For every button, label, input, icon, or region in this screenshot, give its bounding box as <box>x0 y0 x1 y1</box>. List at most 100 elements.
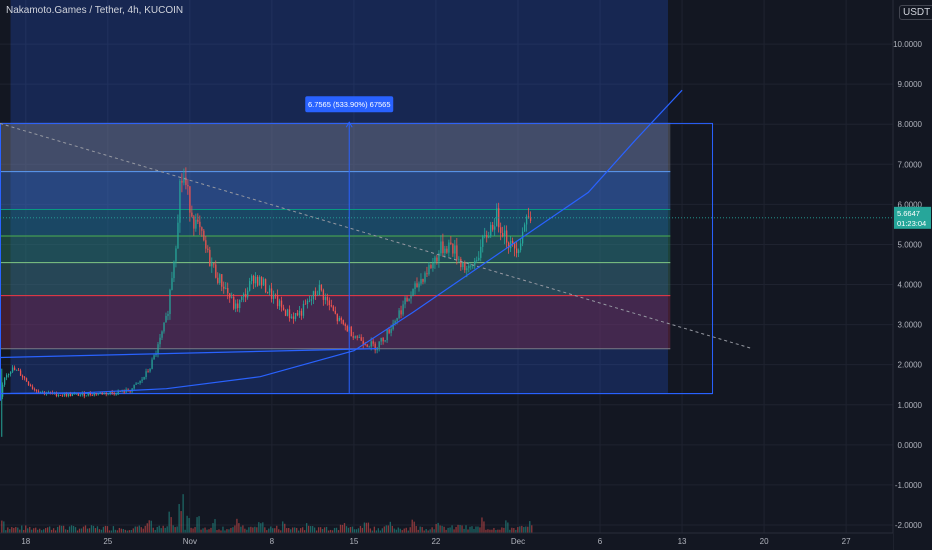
volume-bar <box>399 528 401 533</box>
candle-body <box>85 395 87 397</box>
parabolic-curve <box>0 89 683 395</box>
volume-bar <box>88 528 91 533</box>
overlay-layer: 6.7565 (533.90%) 67565 <box>0 89 893 395</box>
volume-bar <box>206 529 208 533</box>
candle-body <box>37 391 40 393</box>
volume-bar <box>50 529 53 533</box>
volume-bar <box>463 528 465 533</box>
candle-body <box>221 274 223 287</box>
volume-bar <box>74 527 77 533</box>
candle-body <box>424 273 426 282</box>
volume-bar <box>405 527 407 533</box>
fib-zone <box>0 262 671 296</box>
candle-body <box>454 245 456 254</box>
volume-bar <box>134 526 136 533</box>
volume-bar <box>333 527 336 533</box>
volume-bar <box>232 527 234 533</box>
volume-bar <box>415 526 417 533</box>
price-tick-label: -1.0000 <box>895 481 923 490</box>
volume-bar <box>1 520 3 533</box>
candle-body <box>519 243 522 251</box>
volume-bar <box>270 526 272 533</box>
volume-bar <box>325 526 328 533</box>
volume-bar <box>497 529 499 533</box>
current-price-value: 5.6647 <box>897 209 920 218</box>
candle-body <box>79 394 81 396</box>
candle-body <box>310 299 313 301</box>
candle-body <box>368 346 370 348</box>
candle-body <box>500 227 502 234</box>
volume-bar <box>104 525 107 533</box>
volume-bar <box>19 529 21 533</box>
candle-body <box>322 290 325 300</box>
candle-body <box>137 382 139 384</box>
volume-bar <box>505 520 507 533</box>
volume-bar <box>409 527 411 533</box>
candle-body <box>249 281 251 291</box>
candle-body <box>163 322 165 332</box>
candle-body <box>123 390 125 393</box>
price-tick-label: 3.0000 <box>898 321 923 330</box>
currency-badge[interactable]: USDT <box>899 5 932 20</box>
volume-bar <box>190 527 192 533</box>
candle-body <box>362 340 364 345</box>
candle-body <box>308 300 311 302</box>
volume-bar <box>511 527 513 533</box>
candle-body <box>145 371 147 377</box>
candle-body <box>153 355 155 360</box>
candle-body <box>205 240 207 249</box>
candle-body <box>328 300 331 306</box>
volume-bar <box>66 529 69 533</box>
candle-body <box>33 388 36 390</box>
candle-body <box>93 393 95 396</box>
candle-body <box>199 221 201 228</box>
candle-body <box>476 260 478 262</box>
candle-body <box>432 262 434 269</box>
volume-bar <box>407 530 409 533</box>
candle-body <box>400 310 402 315</box>
candle-body <box>464 262 466 271</box>
candle-body <box>508 242 510 249</box>
candle-body <box>490 224 492 237</box>
volume-bar <box>467 529 469 533</box>
candle-body <box>73 393 76 395</box>
volume-bar <box>341 524 344 533</box>
volume-bar <box>68 526 71 533</box>
volume-bar <box>465 525 467 533</box>
volume-bar <box>357 528 360 533</box>
candle-body <box>23 377 26 379</box>
measure-label-box <box>305 96 394 113</box>
candle-body <box>462 262 464 268</box>
price-tick-label: 4.0000 <box>898 281 923 290</box>
candle-body <box>161 331 163 338</box>
fib-frame <box>0 122 714 395</box>
candle-body <box>169 289 171 314</box>
price-axis-bg <box>893 0 932 550</box>
volume-bar <box>379 530 382 533</box>
volume-bar <box>459 525 461 533</box>
volume-bar <box>529 521 531 533</box>
candle-body <box>189 186 191 213</box>
volume-bar <box>437 522 439 533</box>
volume-bar <box>198 516 200 533</box>
candle-body <box>460 258 462 268</box>
candle-body <box>412 288 414 297</box>
volume-bar <box>489 529 491 533</box>
volume-bar <box>294 527 296 533</box>
volume-bar <box>329 529 332 533</box>
volume-bar <box>108 530 111 533</box>
candle-body <box>372 341 374 344</box>
candle-body <box>191 212 193 217</box>
candle-body <box>382 337 384 342</box>
candle-body <box>181 180 183 183</box>
candle-body <box>358 337 360 339</box>
volume-bar <box>136 526 138 533</box>
volume-bar <box>335 527 338 533</box>
volume-bar <box>248 527 250 533</box>
symbol-title[interactable]: Nakamoto.Games / Tether, 4h, KUCOIN <box>6 5 184 16</box>
volume-bar <box>62 525 65 533</box>
candle-body <box>504 230 506 237</box>
volume-bar <box>349 526 352 533</box>
volume-bar <box>503 527 505 533</box>
